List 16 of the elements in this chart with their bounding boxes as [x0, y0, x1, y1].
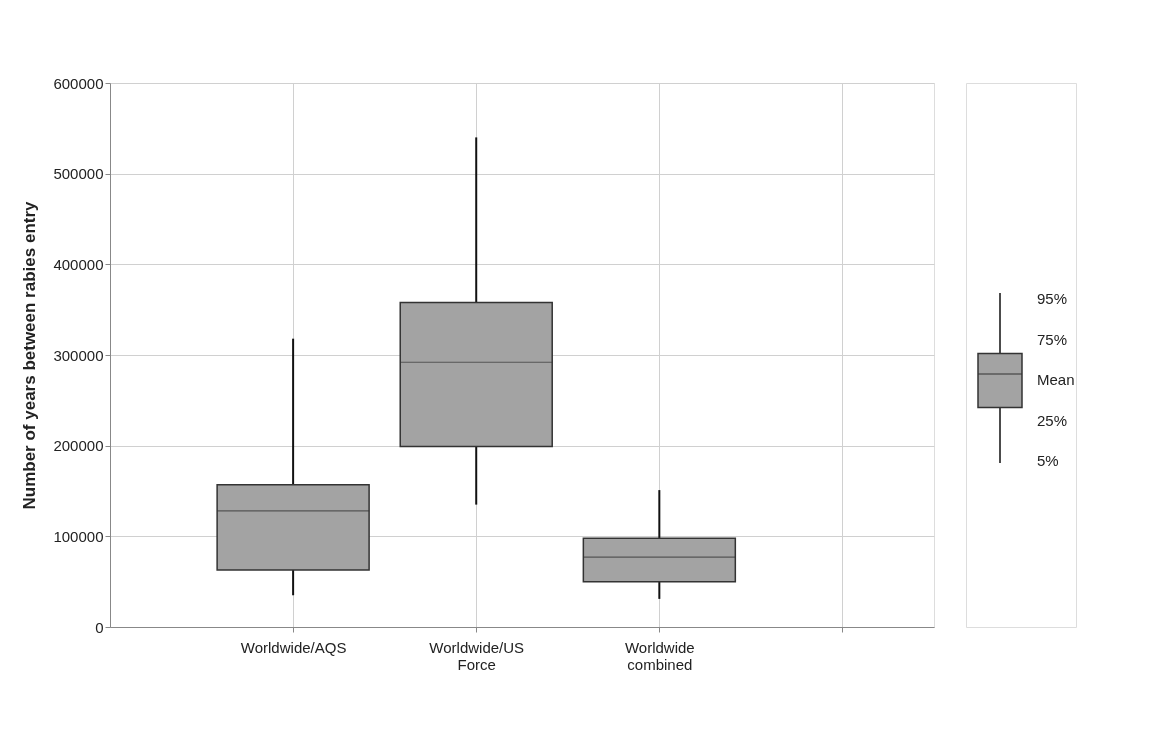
x-tick-label: Worldwide/US Force [429, 638, 525, 673]
text: Mean [1037, 371, 1075, 388]
text: 5% [1037, 452, 1059, 469]
text: 25% [1037, 411, 1068, 429]
x-tick-label: Worldwide combined [624, 638, 695, 673]
y-tick-label: 200000 [53, 437, 104, 455]
y-tick-label: 100000 [53, 527, 104, 545]
y-tick-label: 600000 [53, 74, 104, 92]
y-tick-label: 0 [95, 618, 104, 636]
y-tick-label: 400000 [53, 255, 104, 273]
text: 95% [1037, 290, 1068, 307]
y-tick-label: 500000 [53, 165, 104, 183]
x-tick-label: Worldwide/AQS [240, 638, 347, 656]
y-tick-label: 300000 [53, 346, 104, 364]
y-axis-title: Number of years between rabies entry [20, 200, 40, 510]
text: 75% [1037, 330, 1068, 348]
